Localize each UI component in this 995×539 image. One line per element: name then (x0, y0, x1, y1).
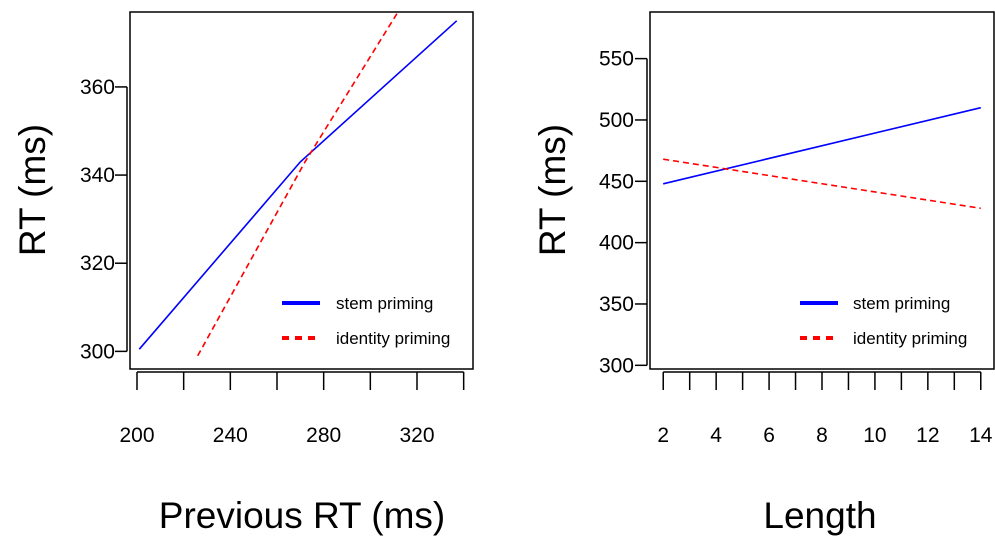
y-tick-label: 550 (599, 48, 634, 71)
x-tick-label: 8 (816, 424, 828, 447)
x-tick-label: 280 (306, 424, 341, 447)
x-tick-label: 10 (863, 424, 886, 447)
series-line-stem-priming (138, 20, 458, 350)
x-tick-label: 14 (969, 424, 993, 447)
y-tick-label: 500 (599, 109, 634, 132)
x-tick-label: 200 (119, 424, 154, 447)
right-panel: 2 4 6 8 10 12 14 300 350 400 450 500 550 Length RT (ms… (532, 11, 995, 536)
x-tick-label: 6 (763, 424, 775, 447)
x-axis-title: Length (763, 495, 876, 536)
y-axis-title: RT (ms) (12, 124, 53, 256)
x-tick-label: 240 (213, 424, 248, 447)
x-tick-label: 4 (710, 424, 722, 447)
legend: stem priming identity priming (282, 294, 450, 348)
y-tick-label: 360 (80, 76, 115, 99)
y-axis-title: RT (ms) (532, 124, 573, 256)
x-axis-title: Previous RT (ms) (159, 495, 445, 536)
x-tick-label: 320 (399, 424, 434, 447)
x-tick-label: 12 (916, 424, 939, 447)
y-tick-label: 400 (599, 232, 634, 255)
legend-label: stem priming (336, 294, 433, 313)
y-tick-label: 300 (80, 340, 115, 363)
y-tick-label: 300 (599, 354, 634, 377)
series-line-stem-priming (663, 106, 981, 185)
y-tick-label: 350 (599, 293, 634, 316)
series-line-identity-priming (663, 158, 981, 210)
y-tick-label: 340 (80, 164, 115, 187)
plot-frame (649, 11, 995, 370)
y-tick-label: 450 (599, 170, 634, 193)
left-panel: 200 240 280 320 300 320 340 360 Previous RT (ms)… (12, 11, 474, 536)
x-tick-label: 2 (657, 424, 669, 447)
plot-frame (129, 11, 474, 370)
series-line-identity-priming (197, 12, 399, 357)
legend-label: stem priming (853, 294, 950, 313)
legend-label: identity priming (853, 329, 967, 348)
legend-label: identity priming (336, 329, 450, 348)
legend: stem priming identity priming (800, 294, 967, 348)
y-tick-label: 320 (80, 252, 115, 275)
